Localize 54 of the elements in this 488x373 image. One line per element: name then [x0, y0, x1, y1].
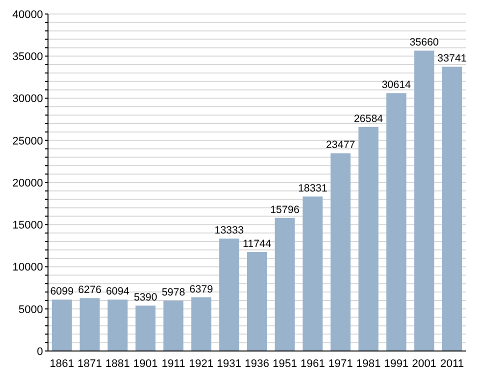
bar [386, 93, 406, 351]
y-tick-label: 25000 [12, 135, 43, 148]
x-tick-label: 1981 [356, 358, 381, 370]
bar [52, 300, 72, 351]
data-label: 6276 [78, 284, 102, 296]
x-tick-label: 1921 [189, 358, 214, 370]
data-label: 18331 [298, 182, 328, 195]
bar [358, 127, 378, 351]
y-tick-label: 5000 [18, 304, 43, 316]
x-tick-label: 2001 [412, 358, 436, 370]
bar [330, 153, 351, 351]
bar [442, 66, 462, 351]
bar [136, 306, 156, 351]
data-label: 6094 [106, 286, 130, 298]
bar [414, 50, 434, 351]
x-tick-label: 1881 [105, 358, 130, 370]
y-tick-label: 40000 [12, 8, 43, 21]
x-tick-label: 1911 [162, 358, 186, 370]
x-tick-label: 1971 [328, 358, 353, 370]
bar [108, 300, 128, 351]
bar [163, 300, 184, 351]
x-tick-label: 1936 [244, 358, 270, 370]
data-label: 15796 [270, 204, 300, 216]
y-tick-label: 20000 [12, 177, 43, 190]
y-tick-label: 35000 [12, 51, 43, 64]
bar [274, 218, 295, 351]
y-tick-label: 15000 [12, 220, 43, 232]
x-tick-label: 1861 [50, 358, 74, 370]
data-label: 5390 [134, 292, 158, 304]
y-tick-label: 0 [36, 346, 43, 358]
data-label: 5978 [162, 286, 186, 299]
data-label: 23477 [326, 139, 356, 152]
data-label: 11744 [242, 238, 272, 250]
data-label: 13333 [214, 224, 244, 237]
x-tick-label: 1931 [216, 358, 242, 370]
data-label: 33741 [437, 52, 467, 65]
x-tick-label: 1961 [300, 358, 325, 370]
data-label: 26584 [354, 113, 384, 126]
bar [302, 196, 323, 351]
x-tick-label: 2011 [440, 358, 464, 370]
x-tick-label: 1901 [133, 358, 158, 370]
bar [219, 238, 240, 351]
data-label: 6379 [190, 283, 214, 296]
x-tick-label: 1991 [384, 358, 409, 370]
bar [246, 252, 267, 351]
bar [191, 297, 212, 351]
data-label: 6099 [50, 286, 74, 298]
data-label: 35660 [410, 36, 439, 49]
data-label: 30614 [382, 79, 412, 92]
y-tick-label: 30000 [12, 93, 43, 106]
x-tick-label: 1951 [272, 358, 298, 370]
y-tick-label: 10000 [12, 262, 43, 274]
bar [80, 298, 100, 351]
x-tick-label: 1871 [78, 358, 102, 370]
